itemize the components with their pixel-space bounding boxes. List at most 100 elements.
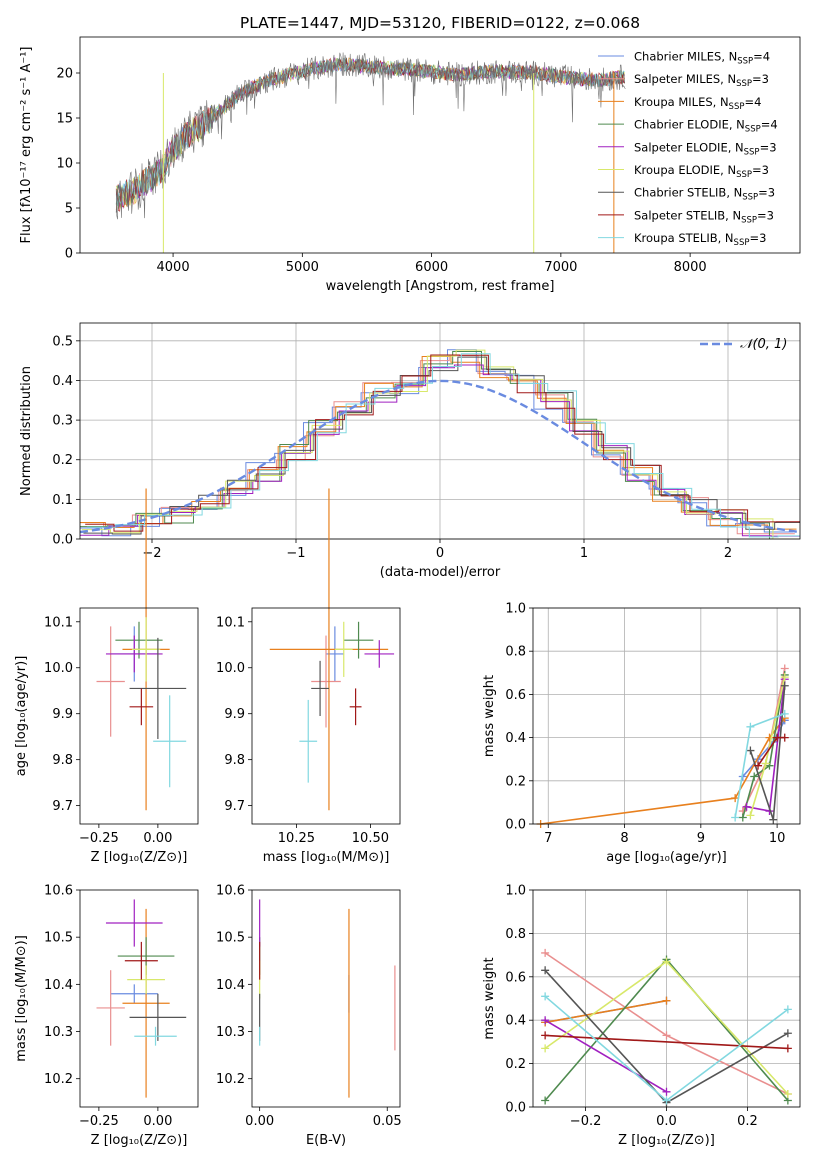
weight-line (544, 999, 667, 1024)
x-tick-label: −0.25 (79, 831, 119, 846)
legend-entry: Kroupa STELIB, NSSP=3 (634, 231, 766, 248)
y-tick-label: 0.2 (505, 774, 526, 789)
y-tick-label: 9.7 (224, 799, 245, 814)
axes-frame (79, 322, 801, 540)
age-vs-mass-panel: 10.25 10.50 9.7 9.8 9.9 10.0 10.1 mass [log₁₀(M… (216, 488, 401, 865)
y-tick-label: 0.5 (52, 334, 73, 349)
x-tick-label: 0.05 (373, 1114, 402, 1129)
legend-entry: Salpeter ELODIE, NSSP=3 (634, 140, 777, 157)
y-tick-label: 20 (56, 67, 73, 82)
weight-marker (783, 1089, 792, 1098)
x-axis-label: Z [log₁₀(Z/Z⊙)] (91, 850, 188, 865)
y-tick-label: 10.4 (216, 978, 245, 993)
x-tick-label: 4000 (157, 260, 190, 275)
y-tick-label: 10.5 (216, 931, 245, 946)
axes-frame (251, 607, 401, 825)
mass-weight-vs-metallicity-panel: −0.2 0.0 0.2 0.0 0.2 0.4 0.6 0.8 1.0 Z [log₁₀(Z/Z… (482, 884, 801, 1148)
weight-marker (780, 733, 789, 742)
normal-curve (80, 379, 800, 534)
axes-frame (251, 889, 401, 1108)
histogram-series (83, 356, 800, 535)
x-tick-label: 0 (436, 546, 444, 561)
x-tick-label: −1 (286, 546, 305, 561)
histogram-series (85, 354, 800, 532)
x-axis-label: Z [log₁₀(Z/Z⊙)] (91, 1133, 188, 1148)
x-tick-label: 2 (724, 546, 732, 561)
weight-marker (769, 815, 778, 824)
legend-entry: Kroupa MILES, NSSP=4 (634, 95, 761, 112)
x-axis-label: (data-model)/error (380, 565, 501, 580)
y-tick-label: 10.0 (44, 661, 73, 676)
y-tick-label: 0.2 (52, 453, 73, 468)
x-tick-label: 9 (697, 831, 705, 846)
y-tick-label: 9.9 (224, 707, 245, 722)
histogram-series (81, 349, 800, 539)
weight-marker (731, 813, 740, 822)
y-tick-label: 10.1 (44, 615, 73, 630)
weight-line (540, 717, 786, 825)
y-tick-label: 0.8 (505, 927, 526, 942)
y-tick-label: 0.4 (52, 374, 73, 389)
observed-spectrum (115, 52, 626, 220)
weight-marker (750, 772, 759, 781)
y-tick-label: 10.3 (44, 1025, 73, 1040)
axes-frame (532, 607, 801, 825)
y-tick-label: 0.0 (505, 818, 526, 833)
x-axis-label: wavelength [Angstrom, rest frame] (326, 279, 555, 294)
histogram-steps (80, 349, 800, 539)
weight-marker (780, 673, 789, 682)
axes-frame (79, 607, 199, 825)
y-tick-label: 9.9 (52, 707, 73, 722)
weight-marker (541, 1044, 550, 1053)
y-tick-label: 0.1 (52, 493, 73, 508)
weight-marker (783, 1044, 792, 1053)
y-tick-label: 0.6 (505, 970, 526, 985)
y-tick-label: 0.6 (505, 688, 526, 703)
legend-entry: Chabrier STELIB, NSSP=3 (634, 186, 775, 203)
y-tick-label: 0.2 (505, 1057, 526, 1072)
y-axis-label: mass weight (482, 675, 497, 757)
histogram-series (86, 353, 800, 538)
legend-entry: Kroupa ELODIE, NSSP=3 (634, 163, 769, 180)
y-tick-label: 9.8 (52, 753, 73, 768)
x-tick-label: 0.00 (143, 831, 172, 846)
age-vs-metallicity-panel: −0.25 0.00 9.7 9.8 9.9 10.0 10.1 Z [log₁₀(Z/Z⊙)… (14, 488, 199, 865)
weight-marker (662, 957, 671, 966)
y-axis-label: mass [log₁₀(M/M⊙)] (14, 935, 29, 1062)
weight-marker (541, 992, 550, 1001)
y-tick-label: 10.2 (216, 1072, 245, 1087)
y-tick-label: 0.8 (505, 645, 526, 660)
y-tick-label: 10.0 (216, 661, 245, 676)
mass-vs-extinction-panel: 0.00 0.05 10.2 10.3 10.4 10.5 10.6 E(B-V) (216, 884, 402, 1149)
weight-marker (662, 1031, 671, 1040)
weight-marker (780, 681, 789, 690)
x-tick-label: 0.0 (656, 1114, 677, 1129)
x-axis-label: E(B-V) (306, 1133, 346, 1148)
x-tick-label: 10.25 (278, 831, 315, 846)
mass-vs-metallicity-panel: −0.25 0.00 10.2 10.3 10.4 10.5 10.6 Z [log₁₀(Z/… (14, 884, 199, 1148)
weight-marker (783, 1029, 792, 1038)
y-tick-label: 10.3 (216, 1025, 245, 1040)
x-axis-label: mass [log₁₀(M/M⊙)] (263, 850, 390, 865)
x-axis-label: Z [log₁₀(Z/Z⊙)] (618, 1133, 715, 1148)
y-tick-label: 10.4 (44, 978, 73, 993)
spectrum-line (115, 57, 625, 209)
x-tick-label: −0.25 (79, 1114, 119, 1129)
y-tick-label: 0.4 (505, 731, 526, 746)
y-tick-label: 0 (65, 247, 73, 262)
y-tick-label: 1.0 (505, 602, 526, 617)
weight-marker (746, 722, 755, 731)
figure-title: PLATE=1447, MJD=53120, FIBERID=0122, z=0… (240, 14, 640, 32)
weight-marker (541, 1031, 550, 1040)
residual-histogram-panel: −2 −1 0 1 2 0.0 0.1 0.2 0.3 0.4 0.5 (data-model)/er… (19, 322, 801, 580)
y-tick-label: 0.0 (505, 1101, 526, 1116)
y-tick-label: 0.0 (52, 533, 73, 548)
x-tick-label: 10.50 (352, 831, 389, 846)
legend-entry: Chabrier MILES, NSSP=4 (634, 50, 770, 67)
weight-marker (746, 746, 755, 755)
y-tick-label: 5 (65, 202, 73, 217)
weight-marker (738, 813, 747, 822)
spectrum-lines (115, 52, 626, 253)
y-axis-label: mass weight (482, 957, 497, 1039)
